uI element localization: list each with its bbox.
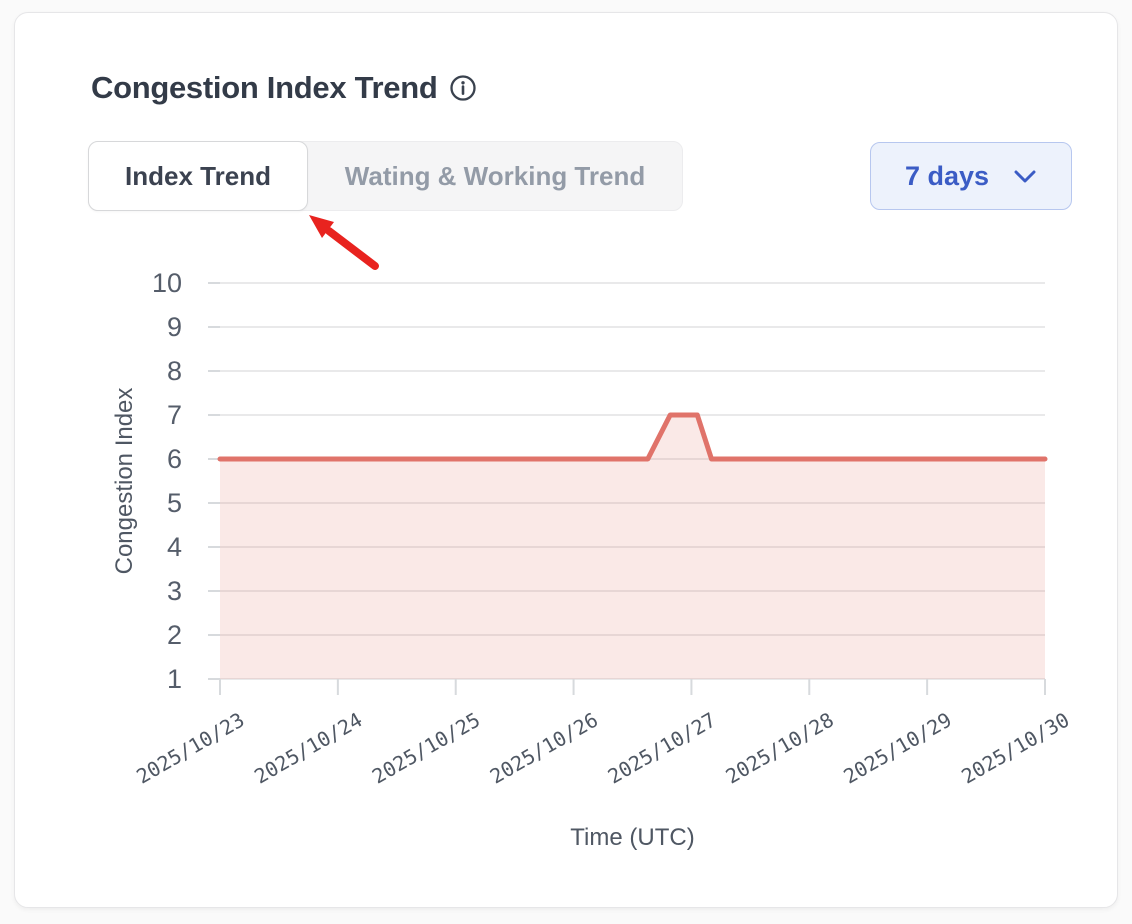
svg-text:3: 3 [167, 576, 182, 606]
svg-text:6: 6 [167, 444, 182, 474]
svg-text:10: 10 [152, 268, 182, 298]
y-axis-title: Congestion Index [111, 388, 138, 575]
axis-ticks [208, 282, 1046, 695]
time-range-dropdown[interactable]: 7 days [870, 142, 1072, 210]
series-congestion-index [217, 412, 1048, 679]
series-area [220, 415, 1045, 679]
congestion-card: Congestion Index Trend Index Trend Watin… [14, 12, 1118, 908]
svg-text:8: 8 [167, 356, 182, 386]
svg-text:5: 5 [167, 488, 182, 518]
trend-tabs: Index Trend Wating & Working Trend [88, 141, 683, 211]
tab-waiting-working-trend[interactable]: Wating & Working Trend [308, 142, 682, 210]
congestion-chart: 1 2 3 4 5 6 7 8 9 10 2025/10/23 2025/10/24 2025/10/2… [105, 261, 1085, 866]
chevron-down-icon [1014, 170, 1036, 182]
svg-text:7: 7 [167, 400, 182, 430]
svg-text:2025/10/28: 2025/10/28 [721, 708, 837, 789]
svg-text:4: 4 [167, 532, 182, 562]
svg-text:2025/10/26: 2025/10/26 [486, 708, 602, 789]
svg-text:9: 9 [167, 312, 182, 342]
info-icon[interactable] [449, 74, 477, 102]
svg-text:1: 1 [167, 664, 182, 694]
svg-text:2025/10/30: 2025/10/30 [957, 708, 1073, 789]
x-axis-title: Time (UTC) [570, 824, 694, 851]
gridlines [220, 282, 1045, 680]
tab-index-trend[interactable]: Index Trend [88, 141, 308, 211]
page-title: Congestion Index Trend [91, 70, 438, 105]
svg-text:2025/10/23: 2025/10/23 [132, 708, 248, 789]
svg-text:2025/10/27: 2025/10/27 [604, 708, 720, 789]
card-header: Congestion Index Trend [91, 70, 477, 106]
svg-text:2025/10/24: 2025/10/24 [250, 708, 366, 789]
time-range-value: 7 days [904, 160, 990, 191]
red-arrow-annotation [309, 215, 379, 270]
svg-text:2025/10/29: 2025/10/29 [839, 708, 955, 789]
svg-text:2025/10/25: 2025/10/25 [368, 708, 484, 789]
series-line [217, 412, 1048, 462]
svg-text:2: 2 [167, 620, 182, 650]
